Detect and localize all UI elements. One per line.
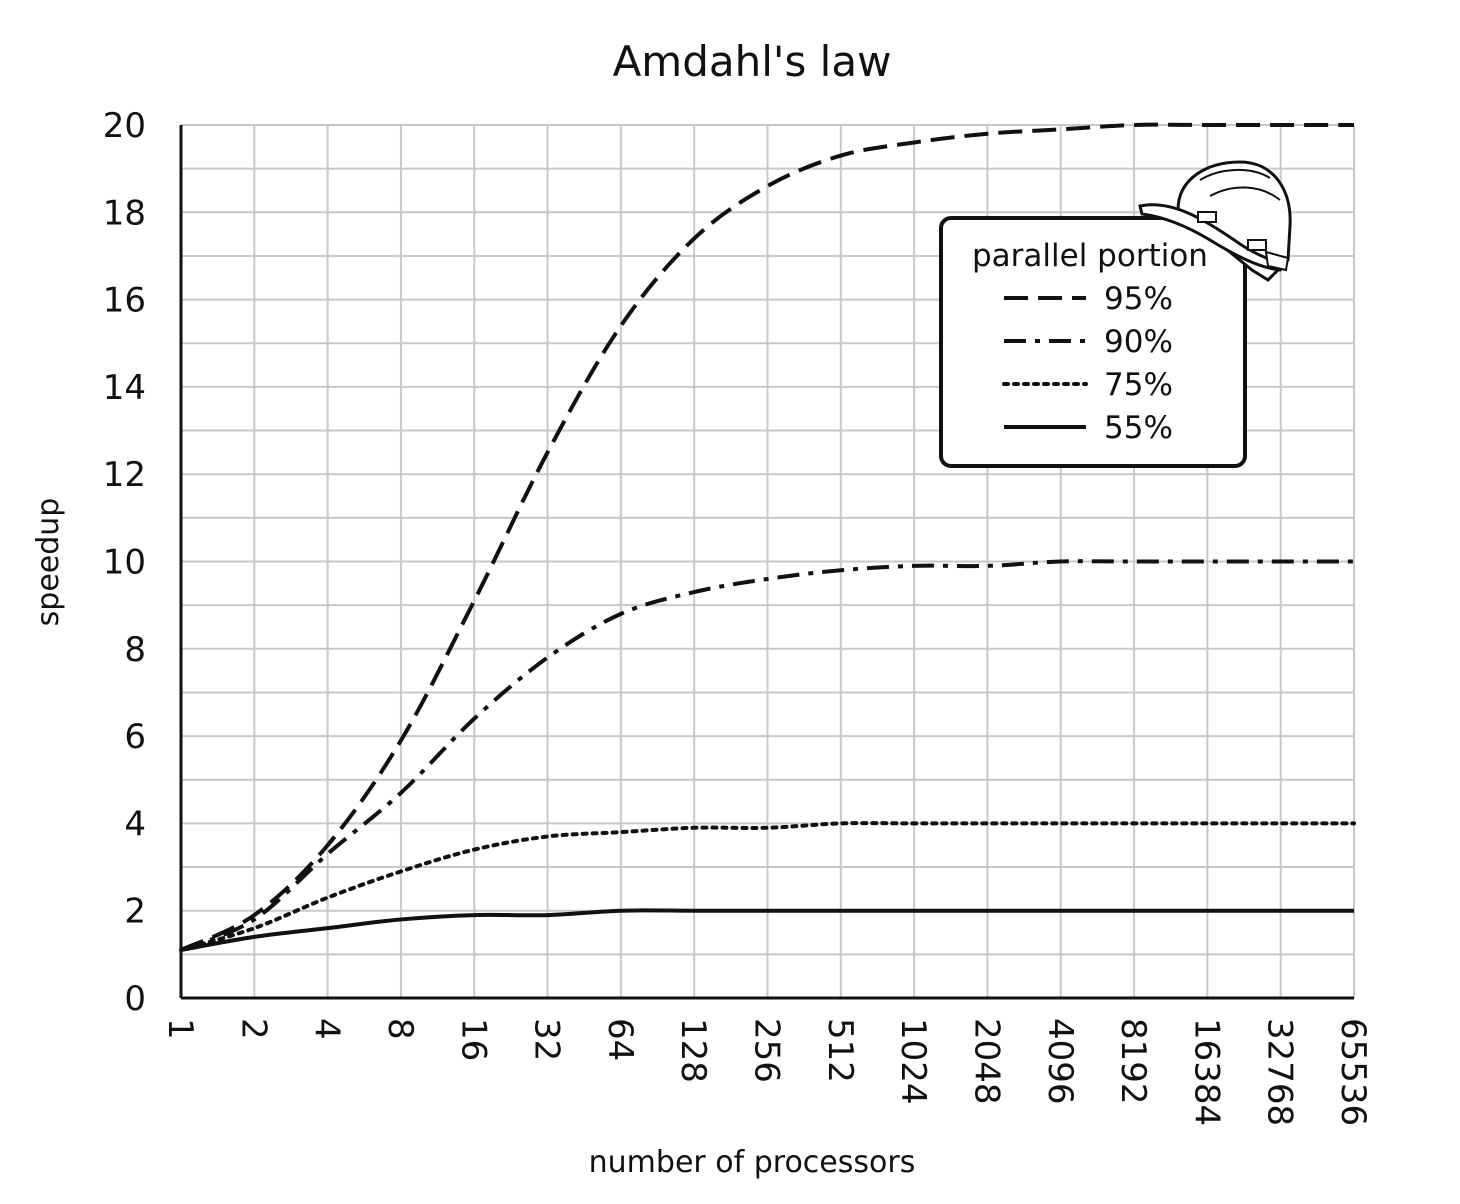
legend-label: 95% bbox=[1104, 281, 1173, 317]
legend-label: 90% bbox=[1104, 324, 1173, 360]
series-line-75pct bbox=[179, 821, 1356, 952]
y-tick-label: 16 bbox=[103, 281, 146, 321]
x-tick-label: 4096 bbox=[1040, 1018, 1080, 1105]
axes bbox=[179, 125, 1354, 1000]
x-tick-labels: 1 2 4 8 16 32 64 128 256 512 1024 2048 4096 8192 16384… bbox=[160, 1018, 1373, 1126]
x-axis-label: number of processors bbox=[589, 1145, 916, 1180]
x-tick-label: 1 bbox=[160, 1018, 200, 1040]
chart-title: Amdahl's law bbox=[613, 37, 892, 86]
legend-title: parallel portion bbox=[972, 238, 1208, 274]
series-line-90pct bbox=[180, 559, 1354, 952]
x-tick-label: 1024 bbox=[893, 1018, 933, 1105]
legend-label: 75% bbox=[1104, 367, 1173, 403]
y-tick-label: 14 bbox=[103, 368, 146, 408]
y-tick-label: 12 bbox=[103, 455, 146, 495]
hard-hat-icon bbox=[1138, 160, 1292, 282]
x-tick-label: 128 bbox=[673, 1018, 713, 1083]
x-tick-label: 32768 bbox=[1260, 1018, 1300, 1126]
x-tick-label: 256 bbox=[747, 1018, 787, 1083]
y-tick-label: 4 bbox=[124, 804, 146, 844]
x-tick-label: 8192 bbox=[1113, 1018, 1153, 1105]
x-tick-label: 16384 bbox=[1186, 1018, 1226, 1126]
y-tick-label: 2 bbox=[124, 892, 146, 932]
y-tick-label: 6 bbox=[124, 717, 146, 757]
y-axis-label: speedup bbox=[31, 498, 66, 627]
y-tick-label: 0 bbox=[124, 979, 146, 1019]
y-tick-label: 18 bbox=[103, 193, 146, 233]
x-tick-label: 65536 bbox=[1333, 1018, 1373, 1126]
y-tick-labels: 0 2 4 6 8 10 12 14 16 18 20 bbox=[103, 106, 146, 1019]
legend: parallel portion 95% 90% 75% 55% bbox=[939, 216, 1247, 468]
x-tick-label: 512 bbox=[820, 1018, 860, 1083]
x-tick-label: 64 bbox=[600, 1018, 640, 1061]
legend-entries: 95% 90% 75% 55% bbox=[1002, 281, 1173, 446]
y-tick-label: 8 bbox=[124, 630, 146, 670]
y-tick-label: 10 bbox=[103, 543, 146, 583]
legend-box bbox=[939, 216, 1247, 468]
x-tick-label: 2048 bbox=[966, 1018, 1006, 1105]
x-tick-label: 16 bbox=[453, 1018, 493, 1061]
x-tick-label: 4 bbox=[307, 1018, 347, 1040]
series-line-95pct bbox=[180, 122, 1354, 952]
legend-label: 55% bbox=[1104, 410, 1173, 446]
x-tick-label: 2 bbox=[233, 1018, 273, 1040]
series-lines bbox=[179, 122, 1356, 952]
x-tick-label: 8 bbox=[380, 1018, 420, 1040]
series-line-55pct bbox=[180, 908, 1354, 952]
x-tick-label: 32 bbox=[527, 1018, 567, 1061]
y-tick-label: 20 bbox=[103, 106, 146, 146]
